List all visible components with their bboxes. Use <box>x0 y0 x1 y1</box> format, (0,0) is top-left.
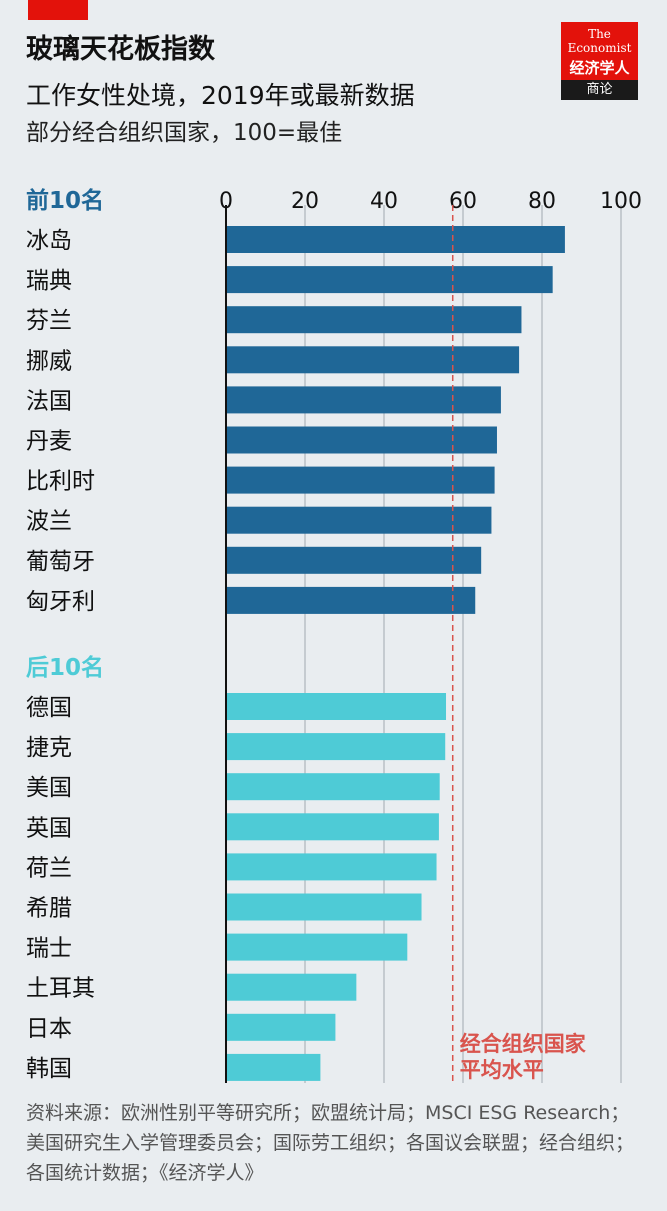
category-label: 冰岛 <box>26 228 72 254</box>
bar <box>226 1013 336 1041</box>
category-label: 丹麦 <box>26 429 72 455</box>
bar <box>226 226 565 253</box>
category-label: 英国 <box>26 815 72 841</box>
bar <box>226 973 357 1001</box>
x-tick-label: 80 <box>528 189 556 214</box>
category-label: 希腊 <box>26 896 72 922</box>
category-label: 瑞典 <box>26 268 72 294</box>
bar <box>226 813 439 841</box>
brand-red-tag <box>28 0 88 20</box>
x-tick-label: 40 <box>370 189 398 214</box>
group-label: 前10名 <box>26 187 104 214</box>
logo-cn: 经济学人 <box>569 59 630 77</box>
x-tick-label: 100 <box>600 189 642 214</box>
category-label: 日本 <box>26 1016 72 1042</box>
bar <box>226 933 408 961</box>
reference-line-label: 经合组织国家 <box>460 1032 587 1056</box>
chart-note: 部分经合组织国家，100=最佳 <box>26 120 343 146</box>
bar <box>226 1053 321 1081</box>
bar <box>226 693 447 720</box>
bar <box>226 506 492 534</box>
bar <box>226 386 501 414</box>
source-note: 资料来源：欧洲性别平等研究所；欧盟统计局；MSCI ESG Research；美… <box>26 1102 635 1184</box>
category-label: 捷克 <box>26 735 72 761</box>
category-label: 瑞士 <box>26 936 72 962</box>
bar <box>226 266 553 294</box>
category-label: 波兰 <box>26 509 72 535</box>
bar <box>226 306 522 334</box>
logo-line2: Economist <box>567 41 632 55</box>
x-tick-label: 20 <box>291 189 319 214</box>
bar-chart: 0 20 40 60 80 100 前10名冰岛瑞典芬兰挪威法国丹麦比利时波兰葡萄牙匈牙利后… <box>26 187 642 1083</box>
bar <box>226 586 476 614</box>
x-tick-label: 0 <box>219 189 233 214</box>
economist-logo: The Economist 经济学人 商论 <box>561 22 638 100</box>
category-label: 芬兰 <box>26 308 72 334</box>
logo-line1: The <box>588 27 611 41</box>
category-label: 法国 <box>26 388 72 414</box>
category-label: 荷兰 <box>26 855 72 881</box>
category-label: 比利时 <box>26 469 95 495</box>
bar <box>226 346 520 374</box>
bar <box>226 893 422 921</box>
category-label: 德国 <box>26 695 72 721</box>
x-tick-label: 60 <box>449 189 477 214</box>
category-label: 匈牙利 <box>26 589 95 615</box>
chart-title: 玻璃天花板指数 <box>26 34 215 65</box>
group-label: 后10名 <box>26 654 104 681</box>
bar <box>226 853 437 881</box>
category-label: 挪威 <box>26 348 72 374</box>
bar <box>226 466 495 494</box>
bar <box>226 546 482 574</box>
category-label: 土耳其 <box>26 976 95 1002</box>
category-label: 韩国 <box>26 1056 72 1082</box>
category-label: 葡萄牙 <box>26 549 95 575</box>
bar <box>226 733 446 761</box>
bar <box>226 773 440 801</box>
logo-sub: 商论 <box>561 80 638 100</box>
reference-line-label: 平均水平 <box>460 1058 544 1082</box>
bar <box>226 426 497 454</box>
category-label: 美国 <box>26 775 72 801</box>
chart-subtitle: 工作女性处境，2019年或最新数据 <box>26 81 415 110</box>
